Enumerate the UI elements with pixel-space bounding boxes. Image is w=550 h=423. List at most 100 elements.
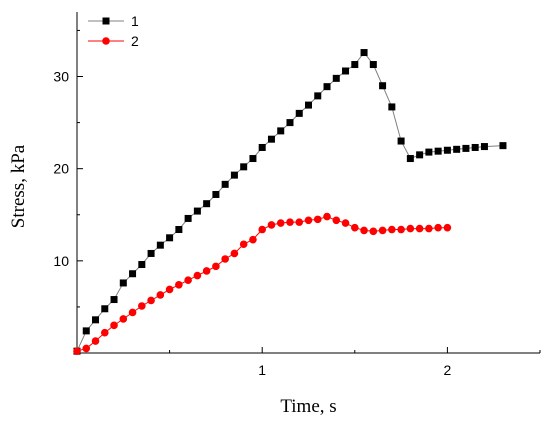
series-1-point	[119, 279, 127, 287]
legend-label: 1	[131, 13, 139, 29]
series-2-point	[239, 240, 248, 249]
series-2-point	[249, 235, 257, 244]
y-axis-title: Stress, kPa	[8, 144, 29, 228]
series-2-point	[184, 276, 192, 284]
series-2-point	[397, 225, 405, 234]
series-2-point	[313, 215, 322, 224]
legend-item-2: 2	[88, 33, 139, 49]
legend-item-1: 1	[88, 13, 139, 29]
series-2-point	[165, 285, 174, 294]
series-1-point	[443, 146, 451, 154]
legend-marker	[102, 37, 110, 45]
series-2-point	[276, 219, 285, 227]
series-1-point	[434, 147, 442, 155]
series-2-point	[128, 308, 137, 317]
series-2-point	[202, 267, 211, 275]
series-2-point	[100, 328, 109, 337]
series-1-point	[230, 171, 238, 179]
x-tick-label: 2	[444, 362, 452, 378]
series-2-point	[425, 224, 433, 233]
series-1-point	[175, 226, 183, 234]
series-layer	[73, 49, 507, 355]
series-1-point	[92, 316, 100, 324]
series-2-point	[443, 223, 452, 232]
series-2-point	[267, 221, 276, 229]
legend-label: 2	[131, 33, 139, 49]
series-2-point	[119, 315, 128, 323]
legend-marker	[102, 17, 110, 25]
series-2-point	[332, 216, 341, 225]
series-2-point	[323, 212, 331, 221]
series-2-point	[156, 291, 165, 299]
series-2-point	[175, 281, 183, 289]
series-2-point	[369, 227, 378, 236]
series-2-point	[91, 337, 100, 345]
series-1-point	[471, 143, 479, 151]
series-2-point	[378, 226, 387, 235]
series-1-point	[305, 101, 312, 109]
series-2-point	[295, 218, 304, 226]
series-1-point	[360, 49, 368, 57]
series-2-point	[212, 262, 220, 271]
series-2-point	[304, 216, 313, 225]
axes	[76, 12, 540, 354]
series-1-point	[138, 261, 146, 269]
series-1-point	[156, 241, 164, 249]
series-1-point	[212, 190, 220, 198]
series-1-point	[388, 103, 396, 111]
series-1-point	[240, 163, 248, 171]
y-tick-label: 20	[53, 161, 69, 177]
x-axis-title: Time, s	[280, 396, 336, 417]
series-1-point	[499, 142, 507, 150]
series-2-point	[388, 225, 396, 234]
series-1-point	[129, 270, 137, 278]
series-2-point	[193, 271, 202, 280]
series-2-line	[76, 216, 448, 352]
series-1-point	[351, 61, 359, 69]
series-1-line	[76, 51, 504, 352]
series-1-point	[295, 109, 303, 117]
series-1-point	[82, 327, 90, 335]
x-tick-label: 1	[258, 362, 266, 378]
series-2-point	[73, 347, 81, 355]
series-1-point	[416, 151, 424, 159]
series-1-point	[286, 119, 294, 127]
series-1-point	[277, 127, 285, 135]
series-2-point	[147, 296, 155, 305]
series-1-point	[249, 155, 257, 163]
series-1-point	[342, 67, 350, 75]
series-2-point	[406, 224, 415, 233]
legend: 12	[88, 13, 139, 49]
series-1-point	[397, 137, 405, 145]
series-1-point	[369, 61, 377, 69]
series-1-point	[258, 143, 266, 151]
y-tick-label: 30	[53, 69, 69, 85]
series-2-point	[221, 255, 229, 263]
series-1-point	[110, 296, 118, 304]
series-2-point	[82, 344, 91, 353]
series-1-point	[379, 82, 387, 90]
series-1-point	[406, 155, 414, 163]
series-1	[73, 49, 507, 355]
series-2-point	[415, 224, 424, 233]
series-1-point	[166, 234, 174, 242]
series-1-point	[193, 207, 201, 215]
series-1-point	[101, 305, 109, 313]
series-1-point	[147, 249, 155, 257]
series-2-point	[138, 302, 146, 310]
series-1-point	[267, 135, 275, 143]
series-2-point	[434, 223, 442, 232]
series-1-point	[323, 83, 331, 91]
series-2-point	[351, 223, 359, 232]
series-2-point	[286, 218, 294, 226]
series-1-point	[332, 74, 340, 82]
series-1-point	[480, 143, 488, 151]
series-1-point	[462, 144, 470, 152]
series-1-point	[203, 200, 211, 208]
ticks: 1 2 10 20 30	[53, 29, 541, 378]
series-2-point	[341, 219, 350, 227]
series-1-point	[425, 148, 433, 156]
series-1-point	[221, 180, 229, 188]
series-2-point	[110, 321, 118, 330]
